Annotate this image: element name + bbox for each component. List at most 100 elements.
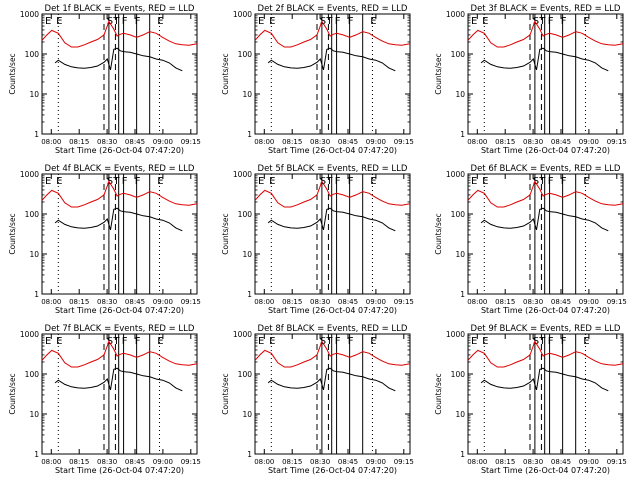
marker-label: S <box>107 16 113 27</box>
y-tick-label: 1 <box>34 130 39 139</box>
plot-frame <box>467 173 624 295</box>
events-series-line <box>480 367 609 392</box>
x-tick-label: 09:00 <box>153 298 173 306</box>
x-tick-label: 09:00 <box>153 458 173 466</box>
marker-label: F <box>548 16 554 27</box>
lld-series-line <box>467 180 624 208</box>
marker-label: E <box>471 16 477 27</box>
marker-label: F <box>548 336 554 347</box>
x-tick-label: 08:00 <box>254 298 274 306</box>
y-tick-label: 1000 <box>20 10 39 19</box>
x-tick-label: 09:15 <box>181 458 201 466</box>
y-tick-label: 100 <box>25 210 40 219</box>
y-tick-label: 100 <box>238 210 253 219</box>
events-series-line <box>267 367 396 392</box>
y-tick-label: 1000 <box>20 170 39 179</box>
lld-series-line <box>467 340 624 368</box>
marker-label: S <box>107 176 113 187</box>
marker-label: F <box>135 336 141 347</box>
y-axis-label: Counts/sec <box>8 213 17 254</box>
marker-label: T <box>112 336 120 347</box>
x-tick-label: 08:00 <box>254 458 274 466</box>
x-tick-label: 09:00 <box>579 138 599 146</box>
marker-label: F <box>561 336 567 347</box>
marker-label: S <box>107 336 113 347</box>
lld-series-line <box>41 180 198 208</box>
panel-title: Det 6f BLACK = Events, RED = LLD <box>471 164 621 174</box>
x-tick-label: 08:00 <box>41 458 61 466</box>
x-axis-label: Start Time (26-Oct-04 07:47:20) <box>55 146 184 155</box>
y-tick-label: 1000 <box>446 170 465 179</box>
x-axis-label: Start Time (26-Oct-04 07:47:20) <box>268 306 397 315</box>
marker-label: T <box>325 16 333 27</box>
marker-label: S <box>320 176 326 187</box>
y-tick-label: 10 <box>29 90 39 99</box>
marker-label: E <box>45 336 51 347</box>
marker-label: S <box>533 176 539 187</box>
x-tick-label: 09:00 <box>366 298 386 306</box>
y-tick-label: 100 <box>25 50 40 59</box>
marker-label: F <box>135 16 141 27</box>
x-tick-label: 09:15 <box>607 458 627 466</box>
y-tick-label: 10 <box>29 410 39 419</box>
x-tick-label: 08:15 <box>495 458 515 466</box>
x-tick-label: 08:30 <box>97 138 117 146</box>
y-tick-label: 1 <box>460 450 465 459</box>
marker-label: S <box>320 16 326 27</box>
panel-title: Det 9f BLACK = Events, RED = LLD <box>471 324 621 334</box>
x-tick-label: 08:00 <box>254 138 274 146</box>
chart-panel-9: Det 9f BLACK = Events, RED = LLD 1 10 100 10… <box>434 324 627 475</box>
x-tick-label: 08:45 <box>125 458 145 466</box>
x-tick-label: 09:15 <box>607 298 627 306</box>
marker-label: T <box>325 176 333 187</box>
x-tick-label: 09:00 <box>579 298 599 306</box>
y-tick-label: 1 <box>247 290 252 299</box>
marker-label: E <box>269 176 275 187</box>
x-tick-label: 08:00 <box>467 458 487 466</box>
panel-title: Det 5f BLACK = Events, RED = LLD <box>258 164 408 174</box>
x-axis-label: Start Time (26-Oct-04 07:47:20) <box>268 146 397 155</box>
x-axis-label: Start Time (26-Oct-04 07:47:20) <box>481 306 610 315</box>
x-tick-label: 09:15 <box>394 138 414 146</box>
events-series-line <box>480 207 609 232</box>
plot-frame <box>41 13 198 135</box>
y-tick-label: 100 <box>238 50 253 59</box>
x-tick-label: 08:15 <box>282 458 302 466</box>
marker-label: F <box>135 176 141 187</box>
marker-label: F <box>561 176 567 187</box>
marker-label: S <box>533 16 539 27</box>
x-tick-label: 08:00 <box>41 138 61 146</box>
lld-series-line <box>41 20 198 48</box>
marker-label: F <box>335 16 341 27</box>
y-tick-label: 100 <box>451 210 466 219</box>
x-tick-label: 09:15 <box>394 458 414 466</box>
lld-series-line <box>254 20 411 48</box>
x-axis-label: Start Time (26-Oct-04 07:47:20) <box>268 466 397 475</box>
x-tick-label: 08:45 <box>551 138 571 146</box>
marker-label: S <box>320 336 326 347</box>
x-axis-label: Start Time (26-Oct-04 07:47:20) <box>481 146 610 155</box>
marker-label: E <box>482 176 488 187</box>
panel-title: Det 1f BLACK = Events, RED = LLD <box>45 4 195 14</box>
marker-label: E <box>370 16 376 27</box>
x-axis-label: Start Time (26-Oct-04 07:47:20) <box>481 466 610 475</box>
y-tick-label: 100 <box>451 370 466 379</box>
marker-label: E <box>56 336 62 347</box>
x-tick-label: 08:45 <box>338 458 358 466</box>
y-tick-label: 100 <box>238 370 253 379</box>
chart-panel-1: Det 1f BLACK = Events, RED = LLD 1 10 100 10… <box>8 4 201 155</box>
plot-frame <box>467 13 624 135</box>
x-tick-label: 08:15 <box>495 138 515 146</box>
y-axis-label: Counts/sec <box>8 53 17 94</box>
x-tick-label: 08:45 <box>125 138 145 146</box>
marker-label: T <box>538 16 546 27</box>
x-tick-label: 08:30 <box>310 138 330 146</box>
x-tick-label: 08:30 <box>523 138 543 146</box>
chart-panel-5: Det 5f BLACK = Events, RED = LLD 1 10 100 10… <box>221 164 414 315</box>
lld-series-line <box>467 20 624 48</box>
y-axis-label: Counts/sec <box>434 53 443 94</box>
y-tick-label: 1 <box>247 450 252 459</box>
y-tick-label: 1 <box>247 130 252 139</box>
y-tick-label: 10 <box>242 90 252 99</box>
